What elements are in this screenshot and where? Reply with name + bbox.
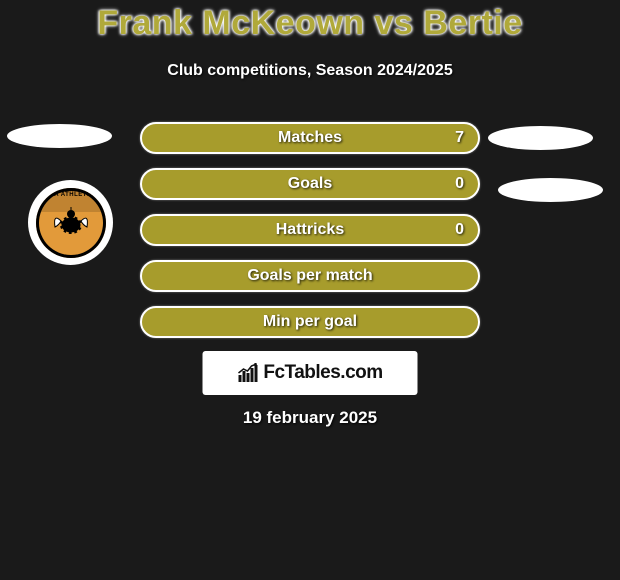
- stat-value: 7: [455, 129, 464, 147]
- club-crest-icon: ALLOA ATHLETIC FC: [36, 188, 106, 258]
- stat-value: 0: [455, 175, 464, 193]
- comparison-card: Frank McKeown vs Bertie Club competition…: [0, 0, 620, 580]
- stat-value: 0: [455, 221, 464, 239]
- stat-row-hattricks: Hattricks 0: [140, 214, 480, 246]
- player-left-placeholder-icon: [7, 124, 112, 148]
- bar-chart-icon: [237, 363, 259, 383]
- stat-label: Matches: [278, 129, 342, 147]
- footer-date: 19 february 2025: [0, 408, 620, 428]
- page-title: Frank McKeown vs Bertie: [0, 4, 620, 43]
- watermark[interactable]: FcTables.com: [203, 351, 418, 395]
- stat-label: Goals: [288, 175, 332, 193]
- stat-label: Hattricks: [276, 221, 344, 239]
- stat-row-min-per-goal: Min per goal: [140, 306, 480, 338]
- stat-label: Min per goal: [263, 313, 357, 331]
- watermark-label: FcTables.com: [263, 362, 382, 384]
- stat-row-matches: Matches 7: [140, 122, 480, 154]
- wasp-icon: [51, 203, 91, 243]
- stat-row-goals: Goals 0: [140, 168, 480, 200]
- stat-label: Goals per match: [247, 267, 372, 285]
- club-left-badge: ALLOA ATHLETIC FC: [28, 180, 113, 265]
- stat-row-goals-per-match: Goals per match: [140, 260, 480, 292]
- page-subtitle: Club competitions, Season 2024/2025: [0, 62, 620, 80]
- stats-table: Matches 7 Goals 0 Hattricks 0 Goals per …: [140, 122, 480, 352]
- club-crest-label: ALLOA ATHLETIC FC: [36, 192, 106, 198]
- club-right-placeholder-icon: [498, 178, 603, 202]
- player-right-placeholder-icon: [488, 126, 593, 150]
